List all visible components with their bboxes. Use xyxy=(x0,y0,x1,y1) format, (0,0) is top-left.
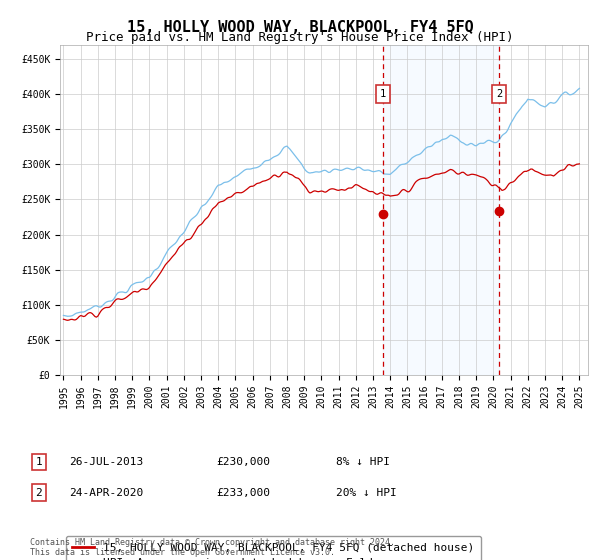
Text: 20% ↓ HPI: 20% ↓ HPI xyxy=(336,488,397,498)
Text: 2: 2 xyxy=(496,89,502,99)
Text: £233,000: £233,000 xyxy=(216,488,270,498)
Text: 8% ↓ HPI: 8% ↓ HPI xyxy=(336,457,390,467)
Text: 24-APR-2020: 24-APR-2020 xyxy=(69,488,143,498)
Legend: 15, HOLLY WOOD WAY, BLACKPOOL, FY4 5FQ (detached house), HPI: Average price, det: 15, HOLLY WOOD WAY, BLACKPOOL, FY4 5FQ (… xyxy=(65,536,481,560)
Text: £230,000: £230,000 xyxy=(216,457,270,467)
Text: 1: 1 xyxy=(380,89,386,99)
Text: 1: 1 xyxy=(35,457,43,467)
Text: Contains HM Land Registry data © Crown copyright and database right 2024.
This d: Contains HM Land Registry data © Crown c… xyxy=(30,538,395,557)
Bar xyxy=(383,45,499,375)
Text: 26-JUL-2013: 26-JUL-2013 xyxy=(69,457,143,467)
Text: 2: 2 xyxy=(35,488,43,498)
Text: 15, HOLLY WOOD WAY, BLACKPOOL, FY4 5FQ: 15, HOLLY WOOD WAY, BLACKPOOL, FY4 5FQ xyxy=(127,20,473,35)
Text: Price paid vs. HM Land Registry's House Price Index (HPI): Price paid vs. HM Land Registry's House … xyxy=(86,31,514,44)
